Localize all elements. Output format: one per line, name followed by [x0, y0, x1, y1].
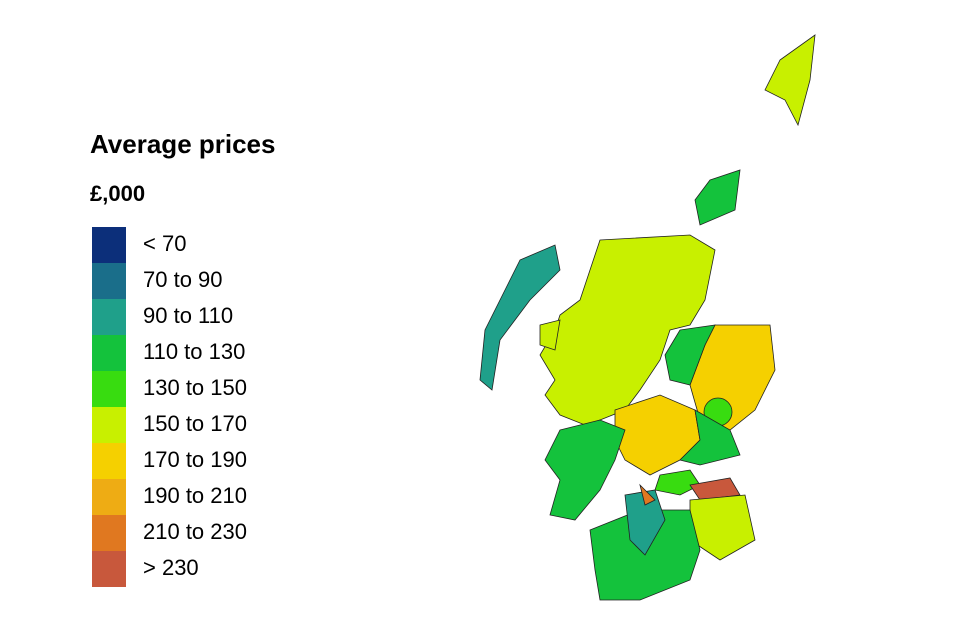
legend-swatch: [92, 407, 126, 443]
legend-label: 70 to 90: [143, 267, 223, 292]
legend-label: 130 to 150: [143, 375, 247, 400]
legend-swatch: [92, 551, 126, 587]
legend: < 70 70 to 90 90 to 110 110 to 130 130 to 15…: [92, 227, 247, 587]
region: [764, 34, 816, 127]
legend-label: 210 to 230: [143, 519, 247, 544]
legend-label: 110 to 130: [143, 339, 245, 364]
region: [654, 469, 701, 496]
legend-swatch: [92, 299, 126, 335]
region: [639, 483, 656, 506]
legend-swatch: [92, 479, 126, 515]
legend-swatch: [92, 227, 126, 263]
region: [694, 169, 741, 226]
region: [689, 477, 741, 501]
map: [479, 34, 816, 601]
legend-swatch: [92, 371, 126, 407]
region: [624, 489, 666, 556]
legend-swatch: [92, 335, 126, 371]
legend-label: < 70: [143, 231, 186, 256]
region: [679, 409, 741, 466]
legend-swatch: [92, 443, 126, 479]
legend-label: 90 to 110: [143, 303, 233, 328]
region: [539, 319, 561, 351]
legend-swatch: [92, 263, 126, 299]
legend-subtitle: £,000: [90, 181, 145, 206]
region: [479, 244, 561, 391]
region: [664, 324, 716, 386]
legend-swatch: [92, 515, 126, 551]
legend-label: 190 to 210: [143, 483, 247, 508]
legend-title: Average prices: [90, 129, 275, 159]
legend-label: 150 to 170: [143, 411, 247, 436]
region: [544, 419, 626, 521]
region: [614, 394, 701, 476]
legend-label: > 230: [143, 555, 199, 580]
legend-label: 170 to 190: [143, 447, 247, 472]
